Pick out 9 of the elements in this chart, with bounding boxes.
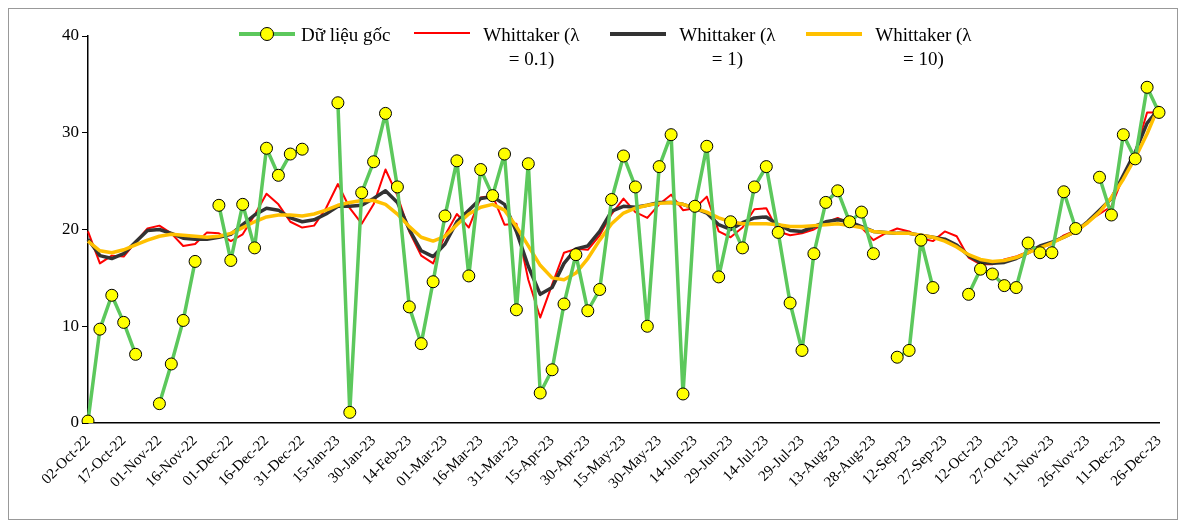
legend-label: Whittaker (λ = 1) [678,23,777,71]
legend-label: Whittaker (λ = 0.1) [482,23,581,71]
legend-label: Whittaker (λ = 10) [874,23,973,71]
y-tick-label: 40 [62,25,79,45]
legend-label: Dữ liệu gốc [301,23,391,47]
y-tick-label: 30 [62,122,79,142]
y-tick-label: 0 [70,412,79,432]
y-tick-label: 20 [62,218,79,238]
y-tick-label: 10 [62,315,79,335]
